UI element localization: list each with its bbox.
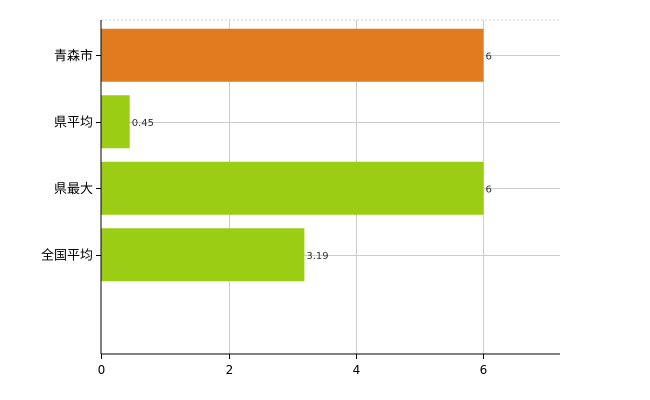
category-label: 県最大 [54, 182, 93, 197]
category-label: 県平均 [54, 115, 93, 130]
data-label: 0.45 [132, 118, 154, 129]
bars [101, 28, 484, 282]
x-tick-label: 4 [353, 363, 361, 377]
category-label: 青森市 [54, 48, 93, 64]
bar [101, 161, 484, 215]
data-labels: 6 0.45 6 3.19 [132, 51, 492, 262]
data-label: 6 [486, 184, 492, 195]
bar [101, 228, 305, 282]
bar [101, 28, 484, 82]
x-tick-label: 2 [226, 363, 234, 377]
x-axis-ticks: 0 2 4 6 [98, 354, 488, 377]
data-label: 6 [486, 51, 492, 62]
bar [101, 95, 130, 149]
x-tick-label: 6 [480, 363, 488, 377]
data-label: 3.19 [306, 251, 328, 262]
x-tick-label: 0 [98, 363, 106, 377]
category-label: 全国平均 [41, 247, 93, 263]
